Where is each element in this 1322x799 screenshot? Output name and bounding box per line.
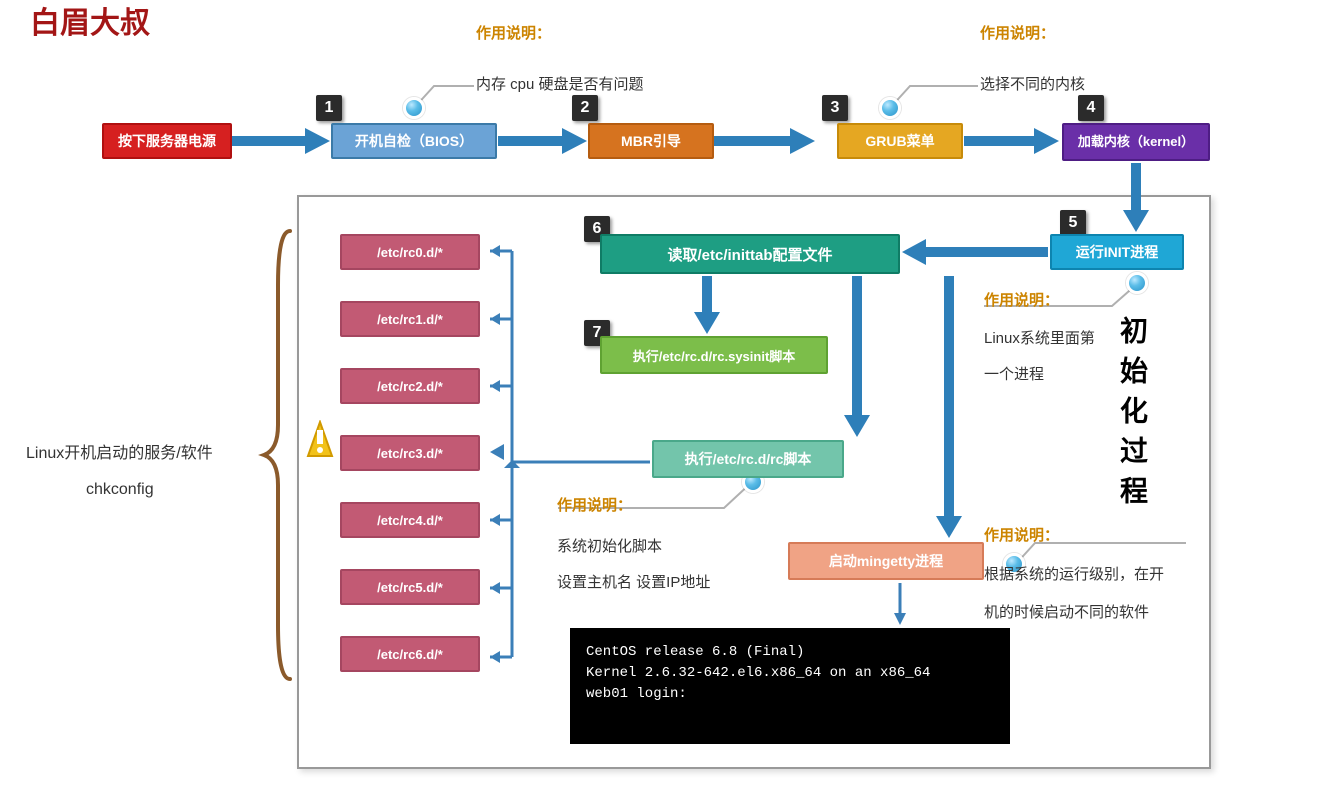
- callout3-title: 作用说明：: [980, 22, 1055, 43]
- calloutrc-text2: 机的时候启动不同的软件: [984, 600, 1149, 626]
- dot-step3: [879, 97, 901, 119]
- rc1-box: /etc/rc1.d/*: [340, 301, 480, 337]
- badge-5: 5: [1060, 210, 1086, 236]
- callout3-text: 选择不同的内核: [980, 72, 1085, 98]
- watermark-text: 白眉大叔: [30, 0, 150, 42]
- callout1-line: [0, 0, 1322, 200]
- start-box: 按下服务器电源: [102, 123, 232, 159]
- term-line-1: Kernel 2.6.32-642.el6.x86_64 on an x86_6…: [586, 663, 994, 684]
- callout5-text2: 一个进程: [984, 362, 1044, 388]
- rc6-box: /etc/rc6.d/*: [340, 636, 480, 672]
- term-line-0: CentOS release 6.8 (Final): [586, 642, 994, 663]
- badge-1: 1: [316, 95, 342, 121]
- callout3-line: [0, 0, 1322, 200]
- step5-box: 运行INIT进程: [1050, 234, 1184, 270]
- callout7-title: 作用说明：: [557, 494, 632, 515]
- calloutrc-title: 作用说明：: [984, 524, 1059, 545]
- dot-step1: [403, 97, 425, 119]
- rc2-box: /etc/rc2.d/*: [340, 368, 480, 404]
- step4-box: 加载内核（kernel）: [1062, 123, 1210, 161]
- callout1-text: 内存 cpu 硬盘是否有问题: [476, 72, 644, 98]
- exclamation-icon: [302, 420, 338, 470]
- badge-2: 2: [572, 95, 598, 121]
- step7-box: 执行/etc/rc.d/rc.sysinit脚本: [600, 336, 828, 374]
- callout1-title: 作用说明：: [476, 22, 551, 43]
- rc0-box: /etc/rc0.d/*: [340, 234, 480, 270]
- callout7-text1: 系统初始化脚本: [557, 534, 662, 560]
- rc3-box: /etc/rc3.d/*: [340, 435, 480, 471]
- step2-box: MBR引导: [588, 123, 714, 159]
- step6-box: 读取/etc/inittab配置文件: [600, 234, 900, 274]
- mingetty-box: 启动mingetty进程: [788, 542, 984, 580]
- step3-box: GRUB菜单: [837, 123, 963, 159]
- terminal-box: CentOS release 6.8 (Final) Kernel 2.6.32…: [570, 628, 1010, 744]
- top-arrows: [0, 0, 1322, 200]
- step1-box: 开机自检（BIOS）: [331, 123, 497, 159]
- rc-script-box: 执行/etc/rc.d/rc脚本: [652, 440, 844, 478]
- dot-step5: [1126, 272, 1148, 294]
- callout7-text2: 设置主机名 设置IP地址: [557, 570, 710, 596]
- callout5-title: 作用说明：: [984, 289, 1059, 310]
- calloutrc-text1: 根据系统的运行级别，在开: [984, 562, 1164, 588]
- badge-4: 4: [1078, 95, 1104, 121]
- rc4-box: /etc/rc4.d/*: [340, 502, 480, 538]
- term-line-3: web01 login:: [586, 684, 994, 705]
- vertical-label: 初始化过程: [1112, 316, 1152, 536]
- badge-3: 3: [822, 95, 848, 121]
- brace-icon: [256, 225, 296, 685]
- side-text2: chkconfig: [86, 476, 154, 503]
- rc5-box: /etc/rc5.d/*: [340, 569, 480, 605]
- callout5-text1: Linux系统里面第: [984, 326, 1095, 352]
- side-text1: Linux开机启动的服务/软件: [26, 440, 213, 467]
